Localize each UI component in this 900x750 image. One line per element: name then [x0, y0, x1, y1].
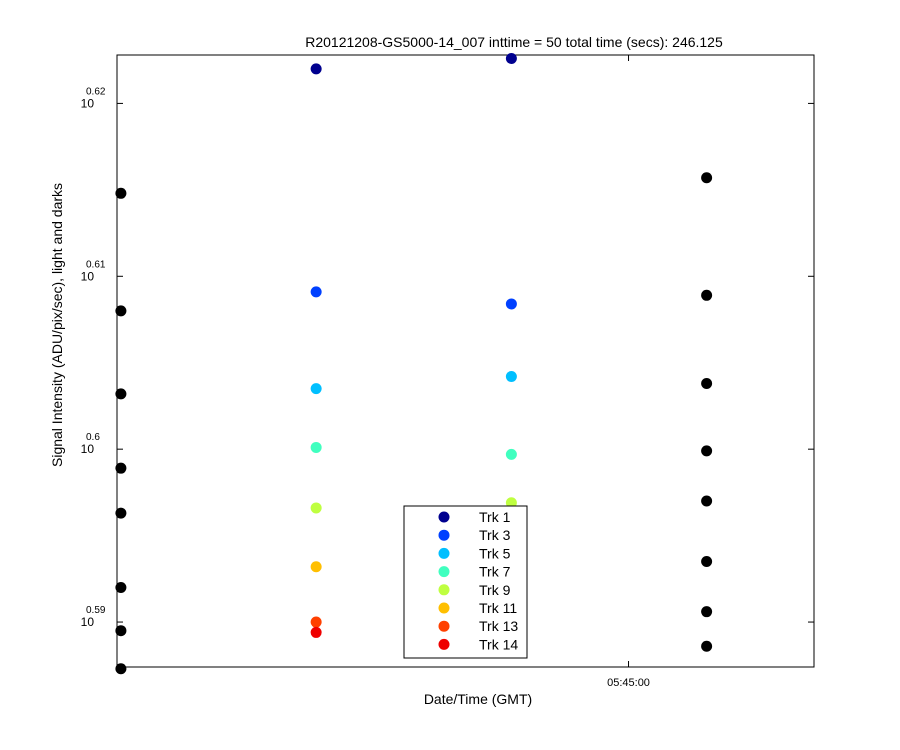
dark-data-point	[701, 640, 713, 652]
legend-marker	[438, 602, 450, 614]
legend-marker	[438, 584, 450, 596]
data-point	[505, 371, 517, 383]
data-point	[310, 626, 322, 638]
dark-data-point	[701, 495, 713, 507]
legend-label: Trk 3	[479, 527, 511, 543]
data-point	[505, 52, 517, 64]
data-point	[310, 502, 322, 514]
data-point	[310, 561, 322, 573]
dark-data-point	[115, 305, 127, 317]
data-point	[310, 63, 322, 75]
legend-label: Trk 7	[479, 564, 511, 580]
legend-label: Trk 14	[479, 636, 518, 652]
legend-label: Trk 9	[479, 582, 511, 598]
legend-marker	[438, 620, 450, 632]
x-axis-label: Date/Time (GMT)	[424, 691, 532, 707]
data-point	[310, 441, 322, 453]
dark-data-point	[115, 625, 127, 637]
y-tick-label-exponent: 0.59	[86, 605, 106, 616]
legend-marker	[438, 511, 450, 523]
y-tick-label-base: 10	[81, 442, 95, 456]
y-tick-label-exponent: 0.61	[86, 259, 106, 270]
legend-marker	[438, 638, 450, 650]
dark-data-point	[115, 187, 127, 199]
legend-marker	[438, 529, 450, 541]
dark-data-point	[115, 581, 127, 593]
data-point	[310, 383, 322, 395]
legend-marker	[438, 547, 450, 559]
chart-title: R20121208-GS5000-14_007 inttime = 50 tot…	[305, 34, 723, 50]
dark-data-point	[115, 462, 127, 474]
legend-box	[403, 505, 528, 659]
dark-data-point	[701, 445, 713, 457]
dark-data-point	[115, 663, 127, 675]
plot-frame	[116, 54, 815, 668]
y-tick-label-base: 10	[81, 269, 95, 283]
dark-data-point	[701, 606, 713, 618]
legend-label: Trk 13	[479, 618, 518, 634]
legend-label: Trk 1	[479, 509, 511, 525]
y-tick-label-base: 10	[81, 96, 95, 110]
data-point	[505, 298, 517, 310]
legend: Trk 1 Trk 3 Trk 5 Trk 7 Trk 9 Trk 11 Trk 13 Trk…	[403, 505, 528, 659]
data-point	[310, 616, 322, 628]
legend-label: Trk 5	[479, 545, 511, 561]
x-tick-label: 05:45:00	[607, 677, 650, 689]
legend-label: Trk 11	[479, 600, 517, 616]
y-tick-label-exponent: 0.62	[86, 86, 106, 97]
data-point	[505, 448, 517, 460]
dark-data-point	[701, 377, 713, 389]
dark-data-point	[701, 289, 713, 301]
y-tick-label-exponent: 0.6	[86, 432, 100, 443]
dark-data-point	[701, 172, 713, 184]
y-axis-label: Signal Intensity (ADU/pix/sec), light an…	[49, 183, 65, 467]
data-point	[310, 286, 322, 298]
y-tick-label-base: 10	[81, 615, 95, 629]
legend-marker	[438, 566, 450, 578]
dark-data-point	[115, 507, 127, 519]
dark-data-point	[115, 388, 127, 400]
dark-data-point	[701, 556, 713, 568]
